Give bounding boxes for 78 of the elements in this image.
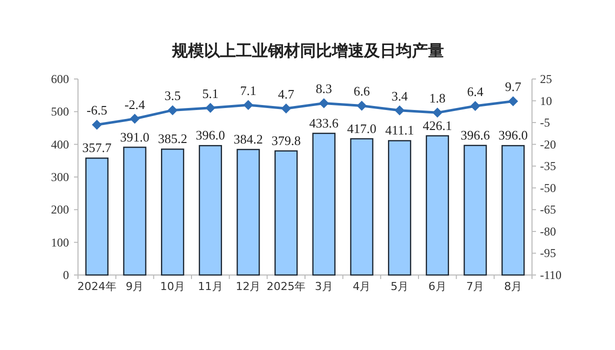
data-label: 6.4 xyxy=(467,84,484,100)
x-tick-label: 2025年 xyxy=(266,280,306,293)
y2-tick-label: 10 xyxy=(540,94,552,108)
data-label: 3.5 xyxy=(164,88,181,104)
point xyxy=(243,100,254,110)
y2-tick-label: -110 xyxy=(540,268,562,282)
bar xyxy=(236,148,260,276)
x-tick-label: 9月 xyxy=(126,280,144,293)
bar xyxy=(426,135,450,276)
point xyxy=(470,101,480,112)
data-label: 9.7 xyxy=(504,79,522,94)
y-tick-label: 400 xyxy=(51,137,69,152)
data-label: 396.6 xyxy=(460,127,490,142)
y2-tick-label: -20 xyxy=(540,137,556,152)
point xyxy=(318,98,329,108)
y2-tick-label: -80 xyxy=(540,224,556,238)
y2-tick-label: -50 xyxy=(540,180,556,195)
point xyxy=(92,120,102,130)
y2-tick-label: -5 xyxy=(540,116,550,130)
x-tick-label: 10月 xyxy=(160,280,186,293)
bar xyxy=(123,146,146,276)
data-label: 391.0 xyxy=(120,129,150,144)
x-tick-label: 5月 xyxy=(390,280,409,293)
point xyxy=(168,105,178,116)
data-label: 426.1 xyxy=(422,118,452,133)
x-tick-label: 2024年 xyxy=(77,280,116,293)
x-tick-label: 12月 xyxy=(236,280,261,293)
bar xyxy=(274,150,298,276)
data-label: 3.4 xyxy=(391,88,408,104)
data-label: 5.1 xyxy=(202,86,219,101)
data-label: 8.3 xyxy=(316,81,332,96)
data-label: 357.7 xyxy=(82,140,112,156)
x-tick-label: 11月 xyxy=(198,280,223,293)
data-label: 1.8 xyxy=(429,90,446,106)
data-label: 7.1 xyxy=(240,82,256,98)
y2-tick-label: 25 xyxy=(540,72,552,86)
data-label: 433.6 xyxy=(309,115,340,130)
data-label: -6.5 xyxy=(86,102,108,118)
point xyxy=(281,103,292,114)
point xyxy=(508,96,518,106)
bar xyxy=(198,145,222,276)
y2-tick-label: -35 xyxy=(540,159,556,174)
y-tick-label: 600 xyxy=(51,72,69,86)
y2-tick-label: -65 xyxy=(540,202,556,217)
y-tick-label: 200 xyxy=(51,202,69,217)
data-label: 384.2 xyxy=(234,131,263,146)
point xyxy=(205,102,216,113)
bar xyxy=(85,158,109,276)
x-tick-label: 8月 xyxy=(504,280,522,293)
data-label: 417.0 xyxy=(347,120,376,136)
bar xyxy=(350,138,374,276)
y-tick-label: 0 xyxy=(63,268,69,282)
y-tick-label: 300 xyxy=(51,170,69,184)
bar xyxy=(160,148,184,276)
x-tick-label: 3月 xyxy=(314,280,333,293)
point xyxy=(432,108,442,118)
data-label: -2.4 xyxy=(124,96,146,112)
point xyxy=(394,105,405,116)
bar xyxy=(464,144,487,276)
bar xyxy=(501,145,525,276)
x-tick-label: 6月 xyxy=(428,280,446,293)
x-tick-label: 7月 xyxy=(466,280,484,293)
data-label: 4.7 xyxy=(278,86,295,102)
y-tick-label: 500 xyxy=(51,104,69,119)
data-label: 411.1 xyxy=(385,122,414,138)
chart-title: 规模以上工业钢材同比增速及日均产量 xyxy=(171,41,444,60)
y-tick-label: 100 xyxy=(51,235,69,250)
data-label: 396.0 xyxy=(498,128,528,143)
x-tick-label: 4月 xyxy=(352,280,371,293)
point xyxy=(356,100,367,111)
bar xyxy=(312,132,336,276)
bar xyxy=(388,140,412,276)
point xyxy=(130,114,140,124)
data-label: 379.8 xyxy=(271,132,301,148)
y2-tick-label: -95 xyxy=(540,246,556,260)
data-label: 385.2 xyxy=(158,131,188,146)
data-label: 6.6 xyxy=(354,84,370,99)
data-label: 396.0 xyxy=(196,128,226,143)
